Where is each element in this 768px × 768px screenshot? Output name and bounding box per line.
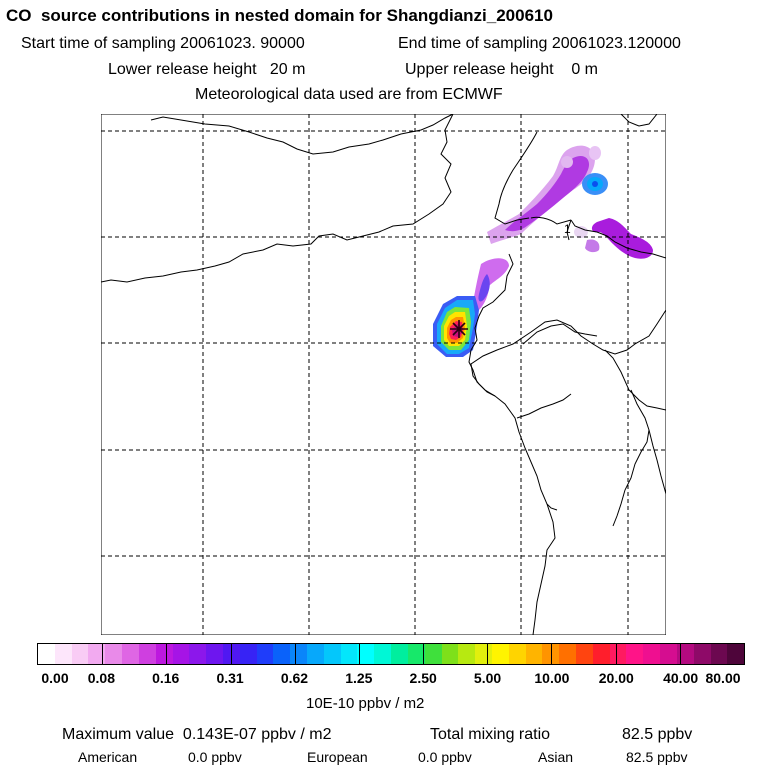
receptor-marker	[450, 320, 468, 338]
color-scale-swatch	[340, 644, 358, 664]
american-value: 0.0 ppbv	[188, 749, 242, 765]
color-scale-swatch	[357, 644, 375, 664]
map-canvas: 1	[101, 114, 666, 635]
color-scale-swatch	[374, 644, 392, 664]
color-scale-tick-label: 0.16	[152, 670, 180, 686]
color-scale-swatch	[475, 644, 492, 664]
color-scale-swatch	[391, 644, 408, 664]
color-scale-swatch	[38, 644, 55, 664]
color-scale-swatch	[525, 644, 543, 664]
european-label: European	[307, 749, 368, 765]
plume-northeast	[487, 145, 653, 259]
color-scale-swatch	[323, 644, 341, 664]
color-scale-swatch	[458, 644, 476, 664]
color-scale-divider	[423, 644, 425, 664]
map-frame	[101, 114, 666, 635]
color-scale-swatch	[172, 644, 190, 664]
color-scale-swatch	[88, 644, 106, 664]
total-mixing-ratio-label: Total mixing ratio	[430, 726, 551, 743]
color-scale-swatch	[273, 644, 291, 664]
color-scale-swatch	[239, 644, 257, 664]
color-scale-tick-label: 2.50	[409, 670, 437, 686]
color-scale-swatch	[609, 644, 627, 664]
color-scale-swatch	[727, 644, 745, 664]
grid-lines	[101, 114, 666, 635]
color-scale-swatch	[559, 644, 576, 664]
color-scale-swatch	[138, 644, 156, 664]
color-scale-divider	[679, 644, 681, 664]
color-scale-divider	[358, 644, 360, 664]
color-scale-swatch	[660, 644, 677, 664]
color-scale-tick-label: 0.62	[280, 670, 309, 686]
small-map-marker: 1	[564, 222, 571, 236]
color-scale-swatch	[71, 644, 89, 664]
color-scale-divider	[551, 644, 553, 664]
color-scale-swatch	[542, 644, 560, 664]
lower-release-height: Lower release height 20 m	[108, 61, 306, 78]
color-scale-divider	[615, 644, 617, 664]
color-scale-swatch	[592, 644, 610, 664]
color-scale-swatch	[576, 644, 593, 664]
color-scale-tick-label: 40.00	[663, 670, 699, 686]
color-scale-swatch	[105, 644, 123, 664]
color-scale-swatch	[693, 644, 711, 664]
color-scale-swatch	[407, 644, 425, 664]
color-scale-swatch	[710, 644, 728, 664]
color-scale-swatch	[256, 644, 274, 664]
end-time-label: End time of sampling 20061023.120000	[398, 35, 681, 52]
color-scale-swatch	[676, 644, 694, 664]
color-scale-swatch	[643, 644, 661, 664]
color-scale-swatch	[441, 644, 459, 664]
color-scale-swatch	[491, 644, 509, 664]
color-scale-swatch	[54, 644, 72, 664]
color-scale-swatch	[155, 644, 173, 664]
asian-value: 82.5 ppbv	[626, 749, 688, 765]
color-scale-swatch	[122, 644, 139, 664]
color-scale-swatch	[206, 644, 223, 664]
color-scale-divider	[294, 644, 296, 664]
color-scale-divider	[102, 644, 104, 664]
color-scale-divider	[166, 644, 168, 664]
start-time-label: Start time of sampling 20061023. 90000	[21, 35, 305, 52]
color-scale-divider	[487, 644, 489, 664]
map-panel: 1	[101, 114, 666, 635]
color-scale-swatch	[189, 644, 207, 664]
plume-receptor	[433, 258, 509, 357]
american-label: American	[78, 749, 138, 765]
color-scale-swatch	[508, 644, 526, 664]
european-value: 0.0 ppbv	[418, 749, 472, 765]
maximum-value-label: Maximum value 0.143E-07 ppbv / m2	[62, 726, 332, 743]
color-scale-tick-label: 0.31	[216, 670, 244, 686]
meteorological-data-label: Meteorological data used are from ECMWF	[195, 86, 503, 103]
color-scale-tick-label: 0.00	[41, 670, 69, 686]
color-scale-tick-label: 1.25	[345, 670, 373, 686]
asian-label: Asian	[538, 749, 574, 765]
color-scale-tick-label: 80.00	[705, 670, 741, 686]
color-scale-swatch	[626, 644, 644, 664]
coastlines	[101, 114, 666, 635]
color-scale-units: 10E-10 ppbv / m2	[306, 695, 425, 712]
color-scale-bar	[37, 643, 745, 665]
color-scale-tick-label: 5.00	[473, 670, 502, 686]
color-scale-divider	[230, 644, 232, 664]
total-mixing-ratio-value: 82.5 ppbv	[622, 726, 693, 743]
figure-title: CO source contributions in nested domain…	[6, 6, 553, 25]
color-scale-swatch	[307, 644, 324, 664]
color-scale-tick-label: 20.00	[598, 670, 634, 686]
upper-release-height: Upper release height 0 m	[405, 61, 598, 78]
color-scale-swatch	[424, 644, 442, 664]
color-scale-swatch	[290, 644, 307, 664]
color-scale-tick-label: 0.08	[87, 670, 115, 686]
color-scale-tick-label: 10.00	[534, 670, 570, 686]
